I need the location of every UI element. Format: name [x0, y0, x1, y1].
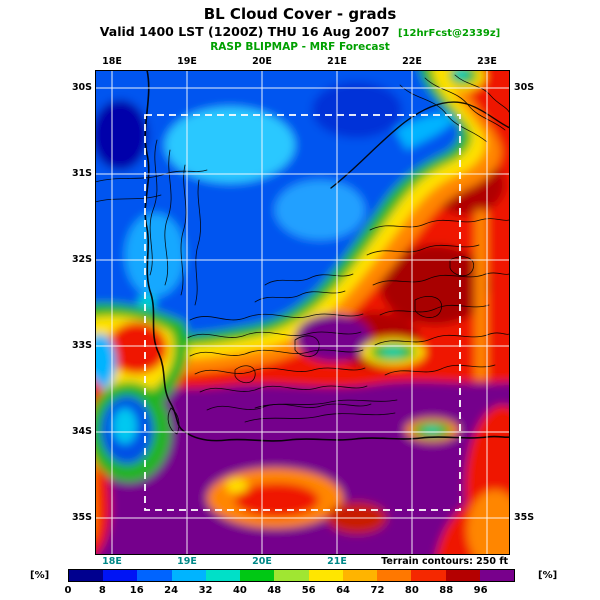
lat-tick-left: 31S [71, 168, 92, 179]
colorbar-level-label: 88 [439, 585, 454, 596]
latlon-grid-lines [95, 70, 510, 555]
lon-tick-top: 19E [177, 56, 197, 67]
colorbar-chip [274, 570, 309, 581]
lon-tick-bottom: 20E [252, 556, 272, 567]
colorbar-level-label: 8 [98, 585, 106, 596]
lat-tick-left: 33S [71, 340, 92, 351]
cloud-cover-field [95, 70, 510, 555]
lon-tick-top: 23E [477, 56, 497, 67]
lat-tick-right: 30S [514, 82, 535, 93]
colorbar-level-label: 96 [473, 585, 488, 596]
colorbar-chip [69, 570, 104, 581]
forecast-init-text: [12hrFcst@2339z] [397, 28, 501, 39]
lon-tick-top: 18E [102, 56, 122, 67]
colorbar-level-label: 64 [336, 585, 351, 596]
lat-tick-right: 35S [514, 512, 535, 523]
colorbar [68, 569, 515, 582]
lat-tick-left: 30S [71, 82, 92, 93]
lat-tick-left: 35S [71, 512, 92, 523]
valid-time-text: Valid 1400 LST (1200Z) THU 16 Aug 2007 [99, 24, 390, 39]
model-source-line: RASP BLIPMAP - MRF Forecast [210, 41, 390, 53]
lon-tick-top: 20E [252, 56, 272, 67]
colorbar-chip [308, 570, 343, 581]
lat-tick-left: 32S [71, 254, 92, 265]
inner-domain-box [144, 114, 461, 511]
colorbar-chip [103, 570, 138, 581]
map-plot-area [94, 69, 511, 555]
colorbar-chip [240, 570, 275, 581]
chart-subtitle: Valid 1400 LST (1200Z) THU 16 Aug 2007 [… [0, 24, 600, 39]
colorbar-unit-left: [%] [30, 570, 50, 581]
colorbar-level-label: 72 [370, 585, 385, 596]
colorbar-level-label: 24 [164, 585, 179, 596]
lat-tick-left: 34S [71, 426, 92, 437]
terrain-contours-note: Terrain contours: 250 ft [381, 556, 508, 567]
colorbar-level-label: 40 [232, 585, 247, 596]
colorbar-chip [479, 570, 515, 581]
map-border [95, 70, 510, 555]
colorbar-level-label: 80 [404, 585, 419, 596]
colorbar-chip [171, 570, 206, 581]
lon-tick-top: 22E [402, 56, 422, 67]
colorbar-level-label: 48 [267, 585, 282, 596]
colorbar-chip [137, 570, 172, 581]
colorbar-level-label: 16 [129, 585, 144, 596]
colorbar-unit-right: [%] [538, 570, 558, 581]
colorbar-level-label: 56 [301, 585, 316, 596]
major-terrain-contour [330, 101, 511, 189]
lon-tick-bottom: 19E [177, 556, 197, 567]
lon-tick-top: 21E [327, 56, 347, 67]
colorbar-chip [342, 570, 378, 581]
lon-tick-bottom: 18E [102, 556, 122, 567]
chart-title: BL Cloud Cover - grads [203, 5, 397, 23]
lon-tick-bottom: 21E [327, 556, 347, 567]
colorbar-chip [205, 570, 241, 581]
colorbar-chip [377, 570, 412, 581]
colorbar-level-label: 0 [64, 585, 72, 596]
colorbar-chip [411, 570, 446, 581]
cloud-cover-plot [94, 69, 511, 555]
colorbar-level-label: 32 [198, 585, 213, 596]
colorbar-chip [445, 570, 480, 581]
